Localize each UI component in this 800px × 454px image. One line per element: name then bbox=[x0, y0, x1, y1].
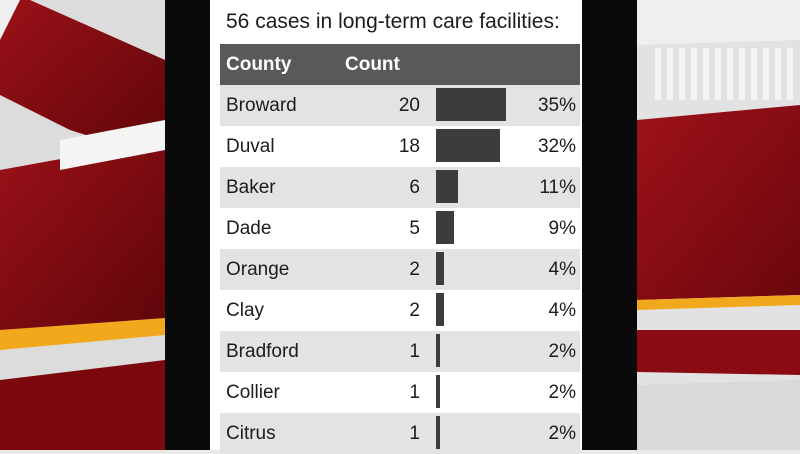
header-county: County bbox=[226, 54, 292, 75]
share-bar bbox=[436, 211, 454, 244]
county-label: Clay bbox=[226, 300, 265, 321]
gold-stripe-right bbox=[637, 295, 800, 310]
share-bar bbox=[436, 88, 506, 121]
red-panel-shape-right bbox=[637, 105, 800, 300]
percent-value: 4% bbox=[548, 259, 576, 280]
share-bar bbox=[436, 293, 444, 326]
black-frame-right bbox=[582, 0, 637, 450]
percent-value: 35% bbox=[537, 95, 576, 116]
table-body: Broward 20 35% Duval 18 32% Baker 6 11% … bbox=[220, 85, 580, 454]
count-value: 5 bbox=[409, 218, 420, 239]
table-row: Baker 6 11% bbox=[220, 167, 580, 208]
percent-value: 4% bbox=[548, 300, 576, 321]
county-label: Baker bbox=[226, 177, 276, 198]
header-count: Count bbox=[345, 54, 400, 75]
table-row: Dade 5 9% bbox=[220, 208, 580, 249]
share-bar bbox=[436, 375, 440, 408]
county-label: Duval bbox=[226, 136, 275, 157]
percent-value: 2% bbox=[548, 341, 576, 362]
count-value: 2 bbox=[409, 259, 420, 280]
percent-value: 32% bbox=[537, 136, 576, 157]
percent-value: 2% bbox=[548, 382, 576, 403]
count-value: 1 bbox=[409, 423, 420, 444]
county-label: Dade bbox=[226, 218, 272, 239]
county-label: Orange bbox=[226, 259, 290, 280]
share-bar bbox=[436, 252, 444, 285]
county-label: Broward bbox=[226, 95, 297, 116]
count-value: 6 bbox=[409, 177, 420, 198]
percent-value: 9% bbox=[548, 218, 576, 239]
chart-title: 56 cases in long-term care facilities: bbox=[226, 10, 560, 33]
table-row: Duval 18 32% bbox=[220, 126, 580, 167]
share-bar bbox=[436, 170, 458, 203]
table-row: Collier 1 2% bbox=[220, 372, 580, 413]
red-panel-shape bbox=[0, 0, 165, 160]
count-value: 1 bbox=[409, 382, 420, 403]
percent-value: 11% bbox=[539, 177, 576, 198]
count-value: 1 bbox=[409, 341, 420, 362]
table-row: Citrus 1 2% bbox=[220, 413, 580, 454]
share-bar bbox=[436, 334, 440, 367]
chart-panel: 56 cases in long-term care facilities: C… bbox=[210, 0, 582, 454]
black-frame-left bbox=[165, 0, 210, 450]
table-row: Bradford 1 2% bbox=[220, 331, 580, 372]
count-value: 20 bbox=[398, 95, 420, 116]
table-header: County Count bbox=[220, 44, 580, 86]
count-value: 18 bbox=[398, 136, 420, 157]
count-value: 2 bbox=[409, 300, 420, 321]
table-row: Clay 2 4% bbox=[220, 290, 580, 331]
county-label: Collier bbox=[226, 382, 280, 403]
county-label: Citrus bbox=[226, 423, 276, 444]
table-row: Broward 20 35% bbox=[220, 85, 580, 126]
share-bar bbox=[436, 416, 440, 449]
percent-value: 2% bbox=[548, 423, 576, 444]
county-label: Bradford bbox=[226, 341, 299, 362]
gold-stripe-left bbox=[0, 318, 165, 350]
share-bar bbox=[436, 129, 500, 162]
table-row: Orange 2 4% bbox=[220, 249, 580, 290]
